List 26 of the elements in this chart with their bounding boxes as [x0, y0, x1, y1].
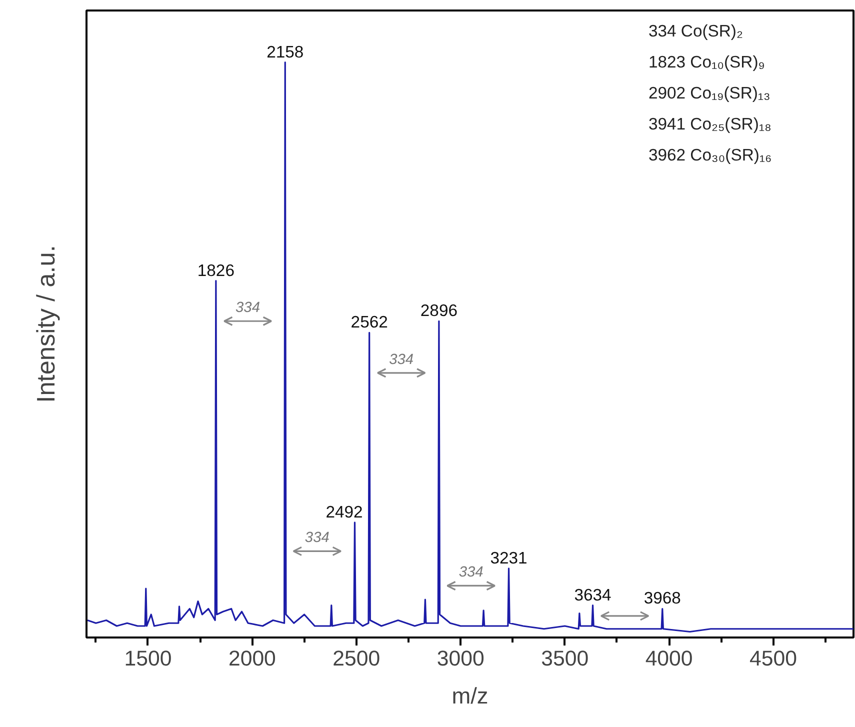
annotation: 334: [304, 530, 330, 546]
annotation: 1823 Co₁₀(SR)₉: [648, 52, 765, 72]
annotation: 334: [236, 300, 260, 316]
annotation: 3231: [490, 548, 528, 568]
annotation: 2896: [420, 301, 458, 320]
annotation: 2492: [326, 502, 363, 522]
y-axis-title: Intensity / a.u.: [32, 245, 60, 403]
annotation: 2562: [350, 312, 388, 332]
x-tick-label: 4500: [750, 646, 798, 670]
x-tick-label: 2000: [228, 646, 276, 670]
text: 334 Co(SR)₂: [648, 22, 743, 40]
annotation: 2902 Co₁₉(SR)₁₃: [648, 84, 770, 102]
annotation: 3941 Co₂₅(SR)₁₈: [648, 114, 772, 134]
annotation: 334: [389, 352, 414, 368]
x-tick-label: 4000: [645, 646, 693, 670]
x-tick-label: 1500: [124, 646, 172, 670]
annotation: 3962 Co₃₀(SR)₁₆: [648, 146, 772, 164]
x-tick-label: 3000: [436, 646, 484, 670]
x-tick-label: 2500: [332, 646, 380, 670]
annotation: 334: [458, 564, 484, 581]
annotation: 2158: [266, 42, 304, 62]
annotation: 3968: [644, 588, 681, 608]
annotation: 3634: [574, 585, 612, 604]
x-tick-label: 3500: [541, 646, 589, 670]
annotation: 1826: [197, 260, 234, 280]
x-axis-title: m/z: [452, 682, 488, 708]
